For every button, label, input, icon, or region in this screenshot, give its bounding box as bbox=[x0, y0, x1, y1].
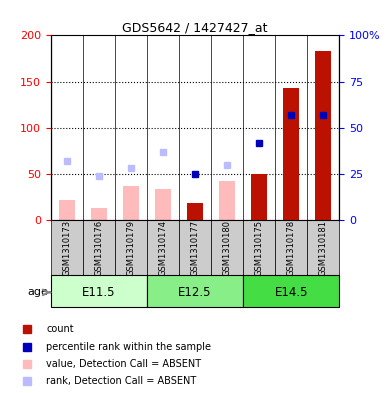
Text: GSM1310180: GSM1310180 bbox=[223, 220, 232, 275]
Bar bbox=[251, 174, 267, 220]
Text: age: age bbox=[28, 287, 48, 298]
Bar bbox=[123, 186, 139, 220]
Title: GDS5642 / 1427427_at: GDS5642 / 1427427_at bbox=[122, 21, 268, 34]
Bar bbox=[147, 275, 243, 307]
Bar bbox=[219, 181, 235, 220]
Text: rank, Detection Call = ABSENT: rank, Detection Call = ABSENT bbox=[46, 376, 196, 386]
Bar bbox=[283, 88, 299, 220]
Bar bbox=[51, 220, 83, 275]
Text: GSM1310181: GSM1310181 bbox=[319, 220, 328, 275]
Text: percentile rank within the sample: percentile rank within the sample bbox=[46, 342, 211, 351]
Bar bbox=[115, 220, 147, 275]
Text: value, Detection Call = ABSENT: value, Detection Call = ABSENT bbox=[46, 359, 201, 369]
Bar bbox=[307, 220, 339, 275]
Bar bbox=[243, 220, 275, 275]
Bar bbox=[315, 51, 331, 220]
Text: E14.5: E14.5 bbox=[275, 286, 308, 299]
Bar bbox=[187, 204, 203, 220]
Bar bbox=[275, 220, 307, 275]
Text: E11.5: E11.5 bbox=[82, 286, 115, 299]
Text: GSM1310179: GSM1310179 bbox=[126, 220, 135, 275]
Text: GSM1310173: GSM1310173 bbox=[62, 220, 71, 275]
Text: count: count bbox=[46, 324, 74, 334]
Bar bbox=[59, 200, 75, 220]
Text: GSM1310174: GSM1310174 bbox=[158, 220, 167, 275]
Text: GSM1310176: GSM1310176 bbox=[94, 220, 103, 275]
Text: GSM1310177: GSM1310177 bbox=[190, 220, 200, 275]
Bar bbox=[91, 208, 107, 220]
Text: GSM1310178: GSM1310178 bbox=[287, 220, 296, 275]
Bar bbox=[83, 220, 115, 275]
Text: GSM1310175: GSM1310175 bbox=[255, 220, 264, 275]
Bar bbox=[243, 275, 339, 307]
Text: E12.5: E12.5 bbox=[178, 286, 212, 299]
Bar bbox=[211, 220, 243, 275]
Bar bbox=[155, 189, 171, 220]
Bar bbox=[147, 220, 179, 275]
Bar bbox=[51, 275, 147, 307]
Bar bbox=[179, 220, 211, 275]
